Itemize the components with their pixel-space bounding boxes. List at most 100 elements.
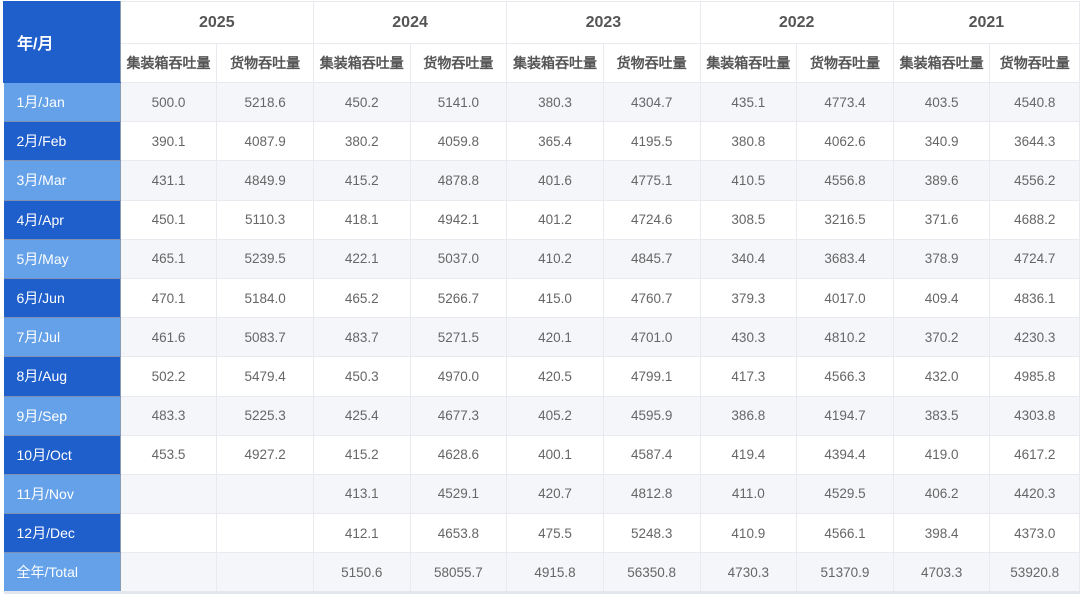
table-row: 全年/Total 5150.6 58055.7 4915.8 56350.8 4730.3… (3, 552, 1080, 594)
cargo-throughput-cell: 5037.0 (409, 238, 508, 279)
container-throughput-cell: 422.1 (312, 238, 411, 279)
container-throughput-cell: 465.2 (312, 277, 411, 319)
cargo-throughput-cell: 4373.0 (989, 513, 1080, 554)
month-label: 4月/Apr (3, 200, 121, 240)
month-label: 7月/Jul (3, 317, 121, 358)
cargo-throughput-cell: 3216.5 (796, 199, 894, 240)
table-row: 7月/Jul 461.6 5083.7 483.7 5271.5 420.1 4701.0 4… (3, 317, 1080, 358)
container-throughput-cell: 475.5 (506, 513, 604, 554)
cargo-throughput-cell: 5225.3 (216, 395, 314, 436)
cargo-throughput-cell: 4927.2 (216, 434, 314, 475)
container-throughput-cell: 450.2 (312, 81, 411, 123)
container-throughput-cell: 413.1 (312, 473, 411, 515)
container-throughput-header: 集装箱吞吐量 (119, 43, 218, 83)
container-throughput-cell: 461.6 (119, 317, 218, 358)
month-label: 1月/Jan (3, 82, 121, 123)
container-throughput-cell: 412.1 (312, 513, 411, 554)
container-throughput-cell: 450.3 (312, 356, 411, 397)
container-throughput-cell: 453.5 (119, 434, 218, 475)
container-throughput-cell: 410.9 (699, 513, 798, 554)
month-label: 8月/Aug (3, 356, 121, 397)
cargo-throughput-header: 货物吞吐量 (989, 43, 1080, 83)
container-throughput-cell: 390.1 (119, 121, 218, 162)
cargo-throughput-cell: 4688.2 (989, 199, 1080, 240)
container-throughput-cell: 380.2 (312, 121, 411, 162)
cargo-throughput-cell: 4942.1 (409, 199, 508, 240)
cargo-throughput-cell: 4304.7 (602, 81, 701, 123)
month-label: 5月/May (3, 239, 121, 279)
container-throughput-cell: 465.1 (119, 238, 218, 279)
table-row: 1月/Jan 500.0 5218.6 450.2 5141.0 380.3 4304.7 4… (3, 81, 1080, 123)
cargo-throughput-cell: 4529.1 (409, 473, 508, 515)
month-label: 3月/Mar (3, 160, 121, 201)
port-throughput-table: 年/月 2025 2024 2023 2022 2021 集装箱吞吐量 货物吞吐量 集装箱吞… (3, 1, 1080, 594)
cargo-throughput-cell: 51370.9 (796, 552, 894, 594)
year-header-2024: 2024 (312, 1, 508, 44)
container-throughput-cell: 371.6 (892, 199, 991, 240)
table-row: 9月/Sep 483.3 5225.3 425.4 4677.3 405.2 4595.9 3… (3, 395, 1080, 436)
cargo-throughput-cell: 4810.2 (796, 317, 894, 358)
container-throughput-cell (119, 513, 218, 554)
container-throughput-cell: 415.0 (506, 277, 604, 319)
container-throughput-cell: 383.5 (892, 395, 991, 436)
container-throughput-header: 集装箱吞吐量 (892, 43, 991, 83)
cargo-throughput-cell: 4773.4 (796, 81, 894, 123)
container-throughput-cell: 5150.6 (312, 552, 411, 594)
cargo-throughput-cell: 4677.3 (409, 395, 508, 436)
cargo-throughput-cell: 4059.8 (409, 121, 508, 162)
container-throughput-cell: 401.6 (506, 160, 604, 201)
container-throughput-cell: 430.3 (699, 317, 798, 358)
cargo-throughput-cell: 5110.3 (216, 199, 314, 240)
container-throughput-cell: 379.3 (699, 277, 798, 319)
cargo-throughput-cell: 4420.3 (989, 473, 1080, 515)
cargo-throughput-cell: 4812.8 (602, 473, 701, 515)
container-throughput-cell: 419.4 (699, 434, 798, 475)
container-throughput-cell: 405.2 (506, 395, 604, 436)
container-throughput-cell: 389.6 (892, 160, 991, 201)
container-throughput-cell: 415.2 (312, 160, 411, 201)
cargo-throughput-cell: 4230.3 (989, 317, 1080, 358)
container-throughput-cell: 380.3 (506, 81, 604, 123)
container-throughput-cell: 500.0 (119, 81, 218, 123)
month-label: 9月/Sep (3, 396, 121, 436)
container-throughput-cell: 308.5 (699, 199, 798, 240)
cargo-throughput-cell: 4878.8 (409, 160, 508, 201)
container-throughput-cell: 450.1 (119, 199, 218, 240)
container-throughput-header: 集装箱吞吐量 (506, 43, 604, 83)
cargo-throughput-header: 货物吞吐量 (796, 43, 894, 83)
container-throughput-cell: 420.7 (506, 473, 604, 515)
cargo-throughput-cell: 5141.0 (409, 81, 508, 123)
table-row: 11月/Nov 413.1 4529.1 420.7 4812.8 411.0 4529.5… (3, 473, 1080, 515)
month-label: 2月/Feb (3, 121, 121, 162)
cargo-throughput-header: 货物吞吐量 (602, 43, 701, 83)
container-throughput-cell: 432.0 (892, 356, 991, 397)
cargo-throughput-cell: 4566.1 (796, 513, 894, 554)
year-header-2025: 2025 (119, 1, 314, 44)
container-throughput-cell: 418.1 (312, 199, 411, 240)
month-label: 全年/Total (3, 552, 121, 594)
table-row: 10月/Oct 453.5 4927.2 415.2 4628.6 400.1 4587.4… (3, 434, 1080, 475)
container-throughput-cell: 420.1 (506, 317, 604, 358)
cargo-throughput-cell: 3683.4 (796, 238, 894, 279)
table-row: 5月/May 465.1 5239.5 422.1 5037.0 410.2 4845.7 3… (3, 238, 1080, 279)
cargo-throughput-cell: 4587.4 (602, 434, 701, 475)
cargo-throughput-cell (216, 513, 314, 554)
cargo-throughput-cell: 5083.7 (216, 317, 314, 358)
container-throughput-cell: 411.0 (699, 473, 798, 515)
container-throughput-cell: 4730.3 (699, 552, 798, 594)
cargo-throughput-cell: 4724.6 (602, 199, 701, 240)
cargo-throughput-cell: 4701.0 (602, 317, 701, 358)
cargo-throughput-cell: 4760.7 (602, 277, 701, 319)
container-throughput-cell: 420.5 (506, 356, 604, 397)
cargo-throughput-cell: 4556.2 (989, 160, 1080, 201)
cargo-throughput-cell: 5218.6 (216, 81, 314, 123)
cargo-throughput-cell: 4799.1 (602, 356, 701, 397)
cargo-throughput-cell: 4595.9 (602, 395, 701, 436)
cargo-throughput-cell: 4556.8 (796, 160, 894, 201)
year-header-2021: 2021 (892, 1, 1080, 44)
container-throughput-cell (119, 552, 218, 594)
container-throughput-cell: 425.4 (312, 395, 411, 436)
table-row: 12月/Dec 412.1 4653.8 475.5 5248.3 410.9 4566.1… (3, 513, 1080, 554)
container-throughput-cell: 470.1 (119, 277, 218, 319)
container-throughput-cell: 406.2 (892, 473, 991, 515)
